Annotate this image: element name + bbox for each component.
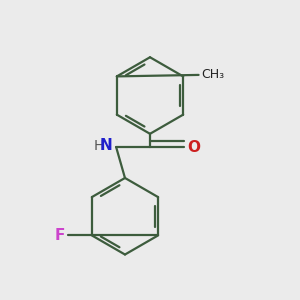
- Text: N: N: [100, 138, 112, 153]
- Text: CH₃: CH₃: [201, 68, 224, 81]
- Text: F: F: [55, 228, 65, 243]
- Text: H: H: [94, 139, 104, 153]
- Text: O: O: [188, 140, 200, 154]
